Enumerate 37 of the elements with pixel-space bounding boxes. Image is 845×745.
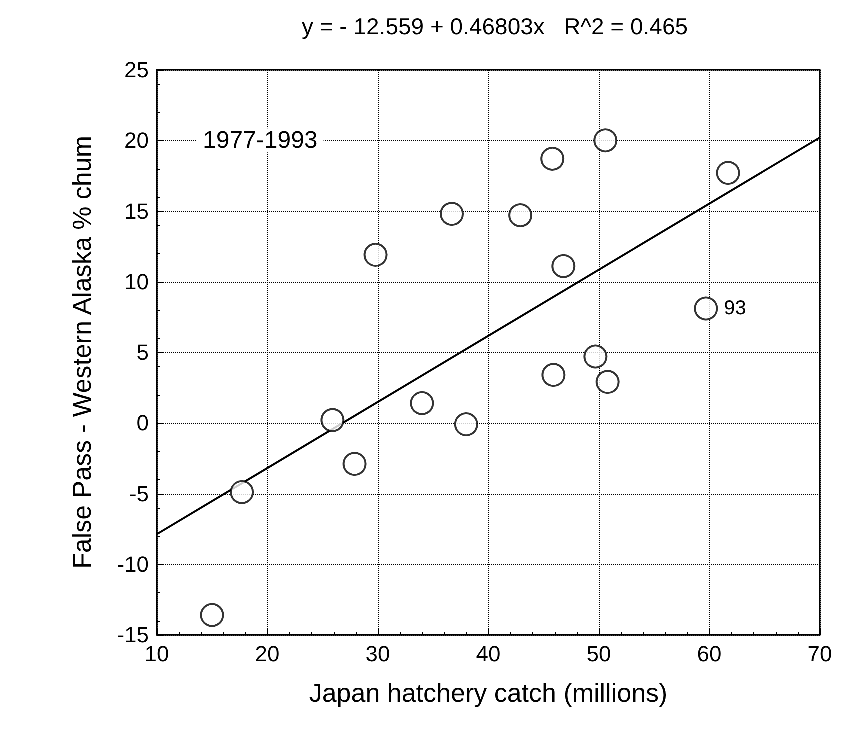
point [200,603,224,628]
point [230,480,254,504]
y-tick-label: 20 [124,128,149,154]
y-tick-label: 0 [136,410,149,436]
x-tick-label: 60 [697,642,722,666]
x-axis-title: Japan hatchery catch (millions) [309,678,668,708]
point [454,412,478,437]
point [364,243,388,268]
x-tick-label: 20 [255,642,280,666]
y-axis-title: False Pass - Western Alaska % chum [67,136,97,570]
y-tick-label: 5 [136,340,149,365]
y-tick-label: 15 [124,198,149,224]
x-tick-label: 50 [586,642,612,666]
point [594,128,618,153]
point [542,363,566,388]
annotation: 1977-1993 [203,127,318,154]
point [694,296,718,321]
point [584,344,608,369]
x-tick-label: 30 [366,642,390,666]
point [410,391,434,416]
y-tick-label: 10 [124,269,149,294]
annotation: 93 [724,298,746,320]
x-tick-label: 40 [476,642,501,666]
point [342,452,367,476]
point [320,408,345,432]
y-tick-label: -5 [129,481,149,506]
point [716,161,740,186]
x-tick-label: 70 [808,642,832,666]
point [440,202,464,226]
point [508,203,533,228]
y-tick-label: 25 [124,58,149,82]
point [540,146,565,171]
y-tick-label: -15 [117,622,149,648]
point [596,370,620,394]
point [552,254,576,278]
chart-title: y = - 12.559 + 0.46803x R^2 = 0.465 [302,14,688,40]
y-tick-label: -10 [117,552,149,577]
